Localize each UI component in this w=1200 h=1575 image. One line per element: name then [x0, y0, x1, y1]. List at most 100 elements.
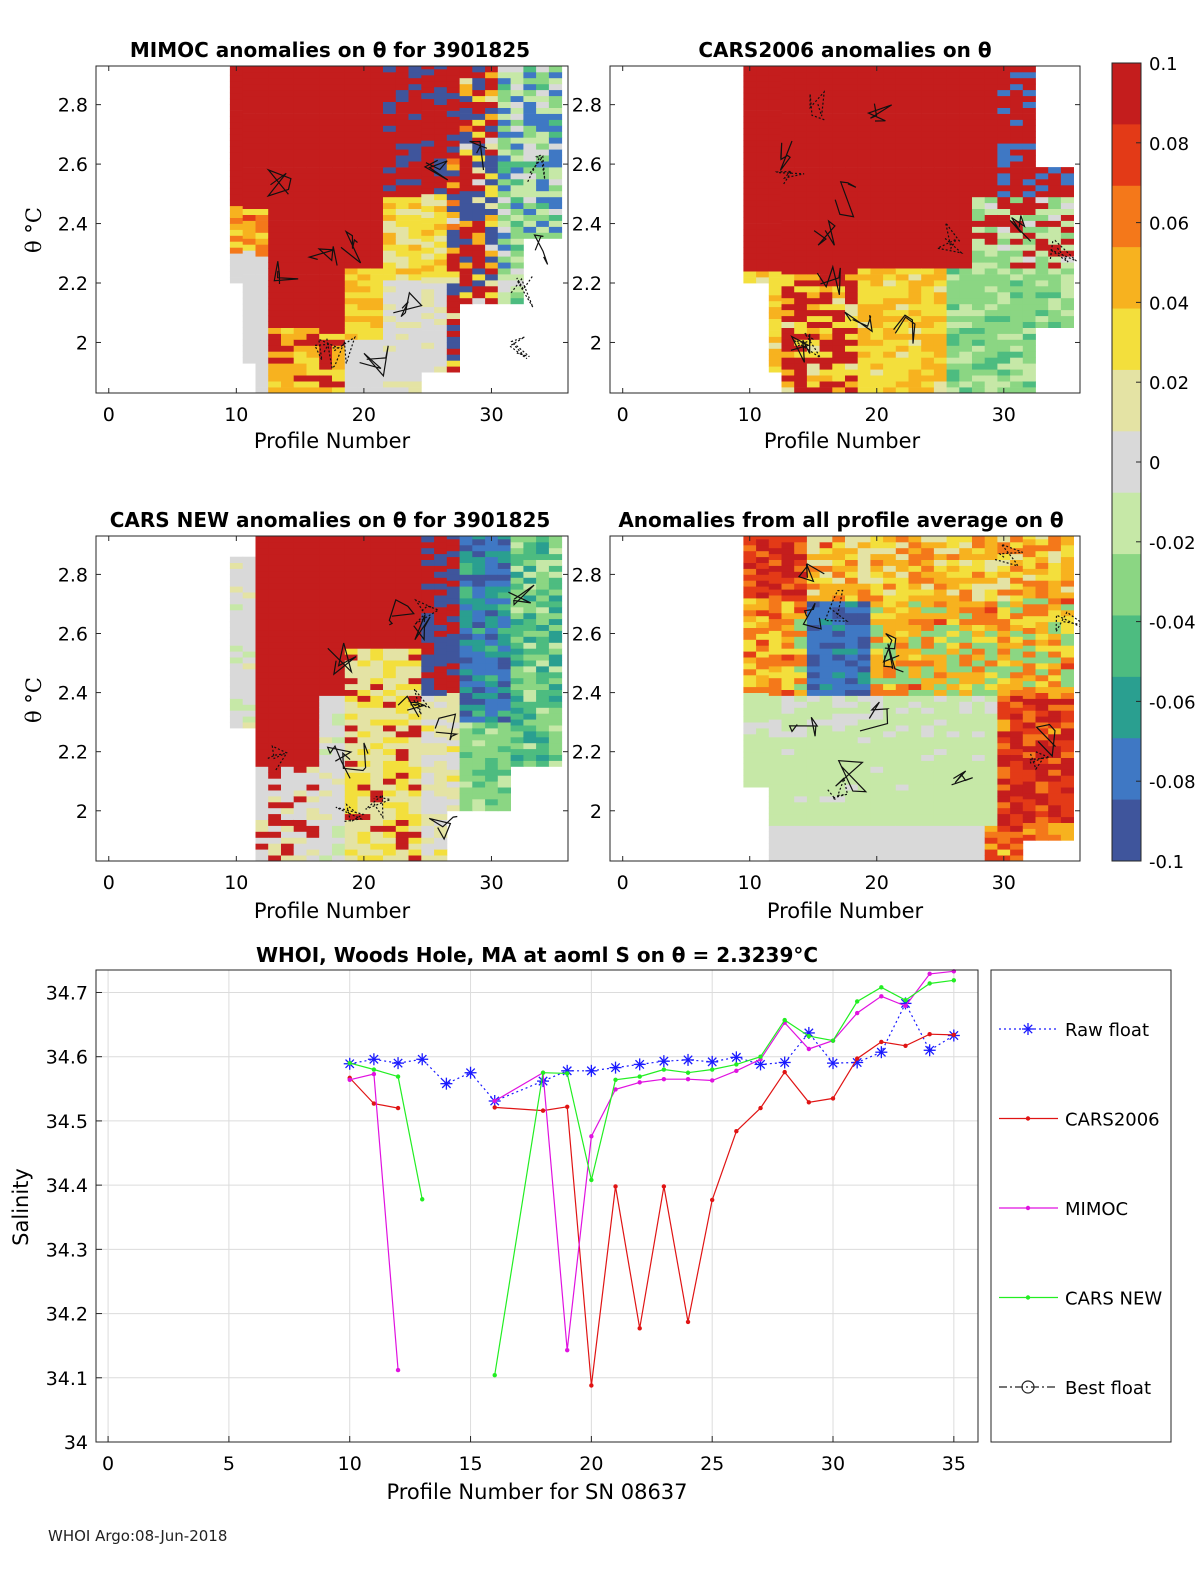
- anomaly-cell: [408, 760, 422, 767]
- anomaly-cell: [344, 660, 358, 667]
- anomaly-cell: [293, 666, 307, 673]
- anomaly-cell: [319, 83, 333, 91]
- anomaly-cell: [781, 536, 795, 543]
- anomaly-cell: [845, 167, 859, 174]
- anomaly-cell: [857, 149, 871, 156]
- anomaly-cell: [319, 196, 333, 204]
- anomaly-cell: [959, 855, 973, 861]
- anomaly-cell: [281, 220, 295, 227]
- anomaly-cell: [421, 306, 435, 314]
- anomaly-cell: [908, 274, 922, 281]
- anomaly-cell: [485, 793, 499, 800]
- anomaly-cell: [255, 208, 269, 215]
- anomaly-cell: [306, 736, 320, 744]
- anomaly-cell: [306, 725, 320, 732]
- anomaly-cell: [959, 624, 973, 631]
- anomaly-cell: [395, 754, 409, 761]
- anomaly-cell: [332, 748, 346, 755]
- anomaly-cell: [806, 819, 820, 826]
- anomaly-cell: [523, 536, 537, 543]
- anomaly-cell: [357, 184, 371, 192]
- anomaly-cell: [768, 571, 782, 578]
- anomaly-cell: [972, 101, 986, 108]
- anomaly-cell: [984, 161, 998, 168]
- anomaly-cell: [536, 571, 550, 578]
- anomaly-cell: [743, 80, 757, 88]
- anomaly-cell: [1048, 238, 1062, 245]
- anomaly-cell: [536, 83, 550, 91]
- anomaly-cell: [781, 268, 795, 275]
- anomaly-cell: [921, 333, 935, 340]
- anomaly-cell: [536, 66, 550, 73]
- anomaly-cell: [883, 618, 897, 625]
- anomaly-cell: [306, 707, 320, 714]
- anomaly-cell: [408, 95, 422, 102]
- anomaly-cell: [946, 725, 960, 732]
- y-tick-label: 2.2: [572, 273, 602, 295]
- anomaly-cell: [229, 271, 244, 278]
- anomaly-cell: [472, 562, 486, 569]
- anomaly-cell: [344, 683, 358, 690]
- anomaly-cell: [946, 819, 960, 826]
- anomaly-cell: [459, 710, 473, 717]
- anomaly-cell: [997, 107, 1011, 114]
- anomaly-cell: [229, 651, 244, 658]
- anomaly-cell: [883, 778, 897, 785]
- anomaly-cell: [229, 211, 244, 218]
- anomaly-cell: [370, 565, 384, 572]
- anomaly-cell: [332, 167, 346, 174]
- anomaly-cell: [972, 719, 986, 726]
- anomaly-cell: [268, 553, 282, 560]
- anomaly-cell: [281, 226, 295, 233]
- anomaly-cell: [1010, 89, 1024, 97]
- anomaly-cell: [485, 804, 499, 812]
- anomaly-cell: [255, 387, 269, 393]
- anomaly-cell: [255, 256, 269, 263]
- anomaly-cell: [857, 701, 871, 708]
- anomaly-cell: [794, 583, 808, 590]
- anomaly-cell: [1010, 351, 1024, 358]
- contour-line: [266, 168, 292, 198]
- anomaly-cell: [370, 583, 384, 590]
- anomaly-cell: [933, 725, 947, 732]
- anomaly-cell: [293, 831, 307, 838]
- anomaly-cell: [510, 161, 524, 168]
- anomaly-cell: [883, 179, 897, 186]
- anomaly-cell: [255, 214, 269, 221]
- anomaly-cell: [306, 547, 320, 555]
- anomaly-cell: [870, 766, 884, 773]
- anomaly-cell: [972, 167, 986, 174]
- anomaly-cell: [255, 713, 269, 720]
- anomaly-cell: [933, 226, 947, 233]
- anomaly-cell: [510, 577, 524, 584]
- anomaly-cell: [370, 274, 384, 281]
- anomaly-cell: [832, 677, 846, 685]
- contour-line: [413, 614, 431, 642]
- anomaly-cell: [959, 107, 973, 114]
- anomaly-cell: [229, 663, 244, 670]
- anomaly-cell: [768, 565, 782, 572]
- anomaly-cell: [806, 796, 820, 803]
- anomaly-cell: [242, 598, 256, 605]
- anomaly-cell: [306, 268, 320, 275]
- anomaly-cell: [933, 642, 947, 649]
- anomaly-cell: [845, 297, 859, 305]
- anomaly-cell: [421, 366, 435, 373]
- anomaly-cell: [357, 369, 371, 376]
- anomaly-cell: [895, 208, 909, 215]
- anomaly-cell: [908, 742, 922, 750]
- anomaly-cell: [446, 686, 460, 693]
- anomaly-cell: [497, 763, 511, 770]
- anomaly-cell: [319, 849, 333, 856]
- anomaly-cell: [383, 351, 397, 358]
- x-tick-label: 30: [479, 404, 503, 426]
- x-tick-label: 20: [865, 404, 889, 426]
- anomaly-cell: [870, 772, 884, 779]
- anomaly-cell: [794, 807, 808, 815]
- anomaly-cell: [293, 559, 307, 566]
- anomaly-cell: [421, 342, 435, 349]
- anomaly-cell: [921, 536, 935, 543]
- anomaly-cell: [319, 736, 333, 744]
- anomaly-cell: [523, 742, 537, 750]
- anomaly-cell: [857, 725, 871, 732]
